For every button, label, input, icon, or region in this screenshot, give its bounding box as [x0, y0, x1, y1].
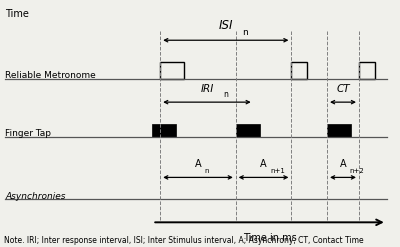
Bar [152, 124, 176, 137]
Text: n+2: n+2 [349, 168, 364, 174]
Text: Note. IRI; Inter response interval, ISI; Inter Stimulus interval, A; Asynchrony,: Note. IRI; Inter response interval, ISI;… [4, 236, 364, 245]
Text: Time: Time [5, 9, 29, 19]
Text: Finger Tap: Finger Tap [5, 129, 51, 138]
Bar [160, 62, 184, 79]
Text: IRI: IRI [200, 84, 214, 94]
Text: CT: CT [336, 84, 350, 94]
Text: Time in ms: Time in ms [243, 233, 296, 243]
Bar [359, 62, 375, 79]
Text: ISI: ISI [218, 19, 233, 32]
Text: A: A [260, 159, 267, 169]
Bar [327, 124, 351, 137]
Bar [291, 62, 307, 79]
Text: n: n [224, 89, 228, 99]
Bar [236, 124, 260, 137]
Text: A: A [340, 159, 346, 169]
Text: n+1: n+1 [270, 168, 285, 174]
Text: n: n [242, 28, 248, 37]
Text: A: A [195, 159, 201, 169]
Text: Asynchronies: Asynchronies [5, 192, 66, 201]
Text: n: n [204, 168, 209, 174]
Text: Reliable Metronome: Reliable Metronome [5, 71, 96, 80]
